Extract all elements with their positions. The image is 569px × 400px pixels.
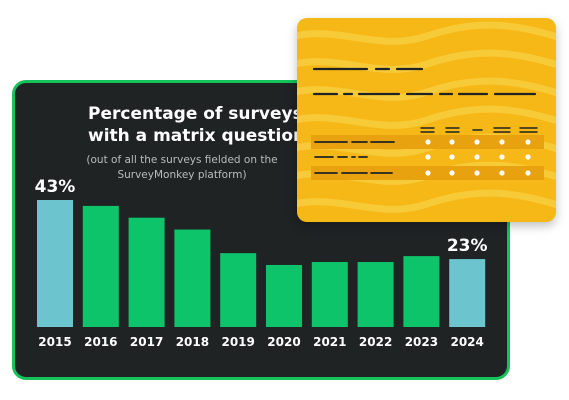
x-tick-label-2022: 2022	[359, 335, 392, 349]
x-tick-label-2021: 2021	[313, 335, 346, 349]
bar-2020	[266, 264, 302, 327]
matrix-question-form-icon	[297, 18, 556, 222]
bar-2024	[449, 259, 486, 327]
chart-subtitle-line-1: (out of all the surveys fielded on the	[86, 154, 278, 166]
bar-2015	[37, 200, 73, 327]
bar-2022	[357, 262, 394, 327]
bar-2017	[128, 217, 165, 327]
x-tick-label-2016: 2016	[84, 335, 117, 349]
bar-2016	[82, 205, 119, 327]
data-label-2024: 23%	[447, 236, 488, 256]
bar-2021	[311, 262, 348, 327]
chart-title-line-2: with a matrix question	[88, 126, 306, 146]
bar-2019	[220, 253, 257, 327]
x-tick-label-2017: 2017	[130, 335, 163, 349]
x-tick-label-2020: 2020	[267, 335, 300, 349]
chart-subtitle-line-2: SurveyMonkey platform)	[117, 169, 247, 181]
form-illustration	[297, 21, 556, 213]
chart-title-line-1: Percentage of surveys	[88, 104, 303, 124]
x-tick-label-2019: 2019	[221, 335, 254, 349]
bar-2023	[403, 256, 440, 327]
x-tick-label-2024: 2024	[450, 335, 483, 349]
bar-2018	[174, 229, 211, 327]
x-tick-label-2015: 2015	[38, 335, 71, 349]
x-tick-label-2018: 2018	[176, 335, 209, 349]
data-label-2015: 43%	[35, 177, 76, 197]
x-tick-label-2023: 2023	[405, 335, 438, 349]
